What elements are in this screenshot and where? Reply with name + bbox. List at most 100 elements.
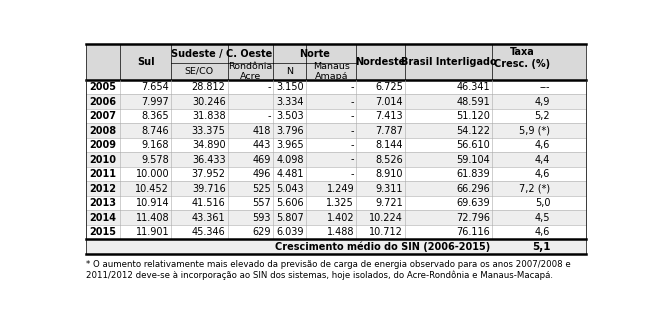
Text: SE/CO: SE/CO: [185, 67, 214, 76]
Text: 4,6: 4,6: [535, 140, 550, 150]
Text: Crescimento médio do SIN (2006-2015): Crescimento médio do SIN (2006-2015): [275, 241, 490, 252]
Text: Brasil Interligado: Brasil Interligado: [401, 57, 497, 67]
Text: 39.716: 39.716: [192, 183, 226, 194]
Bar: [86, 94, 586, 109]
Text: 2009: 2009: [90, 140, 117, 150]
Bar: [86, 239, 586, 254]
Text: 6.725: 6.725: [375, 82, 403, 92]
Text: 593: 593: [252, 213, 271, 222]
Text: 9.721: 9.721: [375, 198, 403, 208]
Text: 2008: 2008: [89, 126, 117, 136]
Text: 4,6: 4,6: [535, 169, 550, 179]
Text: 5.606: 5.606: [277, 198, 304, 208]
Text: 6.039: 6.039: [277, 227, 304, 237]
Text: -: -: [351, 111, 354, 121]
Bar: [86, 44, 586, 80]
Text: 8.746: 8.746: [142, 126, 169, 136]
Text: 41.516: 41.516: [192, 198, 226, 208]
Text: 8.526: 8.526: [375, 155, 403, 165]
Text: 1.402: 1.402: [327, 213, 354, 222]
Text: 3.334: 3.334: [277, 97, 304, 107]
Text: Norte: Norte: [299, 49, 330, 59]
Text: 54.122: 54.122: [457, 126, 490, 136]
Text: 3.796: 3.796: [277, 126, 304, 136]
Text: 43.361: 43.361: [192, 213, 226, 222]
Text: 76.116: 76.116: [457, 227, 490, 237]
Text: 418: 418: [253, 126, 271, 136]
Text: 1.249: 1.249: [327, 183, 354, 194]
Bar: [86, 138, 586, 152]
Text: 9.311: 9.311: [376, 183, 403, 194]
Text: 10.452: 10.452: [135, 183, 169, 194]
Text: -: -: [351, 155, 354, 165]
Text: -: -: [351, 82, 354, 92]
Bar: [86, 80, 586, 94]
Text: 9.578: 9.578: [141, 155, 169, 165]
Text: 1.325: 1.325: [327, 198, 354, 208]
Text: 3.965: 3.965: [277, 140, 304, 150]
Text: 61.839: 61.839: [457, 169, 490, 179]
Text: 443: 443: [253, 140, 271, 150]
Text: 8.910: 8.910: [376, 169, 403, 179]
Text: 10.914: 10.914: [135, 198, 169, 208]
Text: -: -: [267, 82, 271, 92]
Text: Rondônia
Acre: Rondônia Acre: [228, 61, 272, 81]
Text: 45.346: 45.346: [192, 227, 226, 237]
Text: 11.901: 11.901: [135, 227, 169, 237]
Text: 1.488: 1.488: [327, 227, 354, 237]
Bar: [86, 152, 586, 167]
Text: 33.375: 33.375: [192, 126, 226, 136]
Text: -: -: [351, 140, 354, 150]
Text: 10.224: 10.224: [369, 213, 403, 222]
Text: 2005: 2005: [90, 82, 117, 92]
Text: 469: 469: [253, 155, 271, 165]
Text: 7.413: 7.413: [376, 111, 403, 121]
Text: 557: 557: [252, 198, 271, 208]
Text: Sul: Sul: [137, 57, 154, 67]
Bar: [86, 167, 586, 181]
Text: Sudeste / C. Oeste: Sudeste / C. Oeste: [171, 49, 272, 59]
Text: 525: 525: [252, 183, 271, 194]
Text: 5,9 (*): 5,9 (*): [520, 126, 550, 136]
Text: 2007: 2007: [90, 111, 117, 121]
Text: 59.104: 59.104: [457, 155, 490, 165]
Text: 28.812: 28.812: [192, 82, 226, 92]
Text: 2014: 2014: [90, 213, 117, 222]
Text: 5.807: 5.807: [276, 213, 304, 222]
Text: 4,4: 4,4: [535, 155, 550, 165]
Text: Nordeste: Nordeste: [356, 57, 406, 67]
Text: * O aumento relativamente mais elevado da previsão de carga de energia observado: * O aumento relativamente mais elevado d…: [86, 260, 571, 280]
Text: 2011: 2011: [90, 169, 117, 179]
Text: 10.000: 10.000: [135, 169, 169, 179]
Text: 3.503: 3.503: [277, 111, 304, 121]
Text: 66.296: 66.296: [457, 183, 490, 194]
Text: 51.120: 51.120: [457, 111, 490, 121]
Text: 34.890: 34.890: [192, 140, 226, 150]
Text: 5.043: 5.043: [277, 183, 304, 194]
Text: 5,1: 5,1: [532, 242, 550, 252]
Bar: [86, 109, 586, 123]
Text: 8.365: 8.365: [142, 111, 169, 121]
Text: 496: 496: [253, 169, 271, 179]
Text: 5,2: 5,2: [535, 111, 550, 121]
Text: 2015: 2015: [90, 227, 117, 237]
Text: -: -: [351, 169, 354, 179]
Text: Manaus
Amapá: Manaus Amapá: [313, 61, 350, 81]
Text: 36.433: 36.433: [192, 155, 226, 165]
Text: ---: ---: [540, 82, 550, 92]
Text: 2010: 2010: [90, 155, 117, 165]
Bar: [86, 210, 586, 225]
Text: 10.712: 10.712: [369, 227, 403, 237]
Text: -: -: [267, 111, 271, 121]
Text: N: N: [286, 67, 293, 76]
Text: -: -: [351, 97, 354, 107]
Text: 629: 629: [252, 227, 271, 237]
Bar: [86, 181, 586, 196]
Text: 4,9: 4,9: [535, 97, 550, 107]
Text: 31.838: 31.838: [192, 111, 226, 121]
Text: 69.639: 69.639: [457, 198, 490, 208]
Text: 56.610: 56.610: [457, 140, 490, 150]
Text: 3.150: 3.150: [277, 82, 304, 92]
Text: 2012: 2012: [90, 183, 117, 194]
Text: 48.591: 48.591: [457, 97, 490, 107]
